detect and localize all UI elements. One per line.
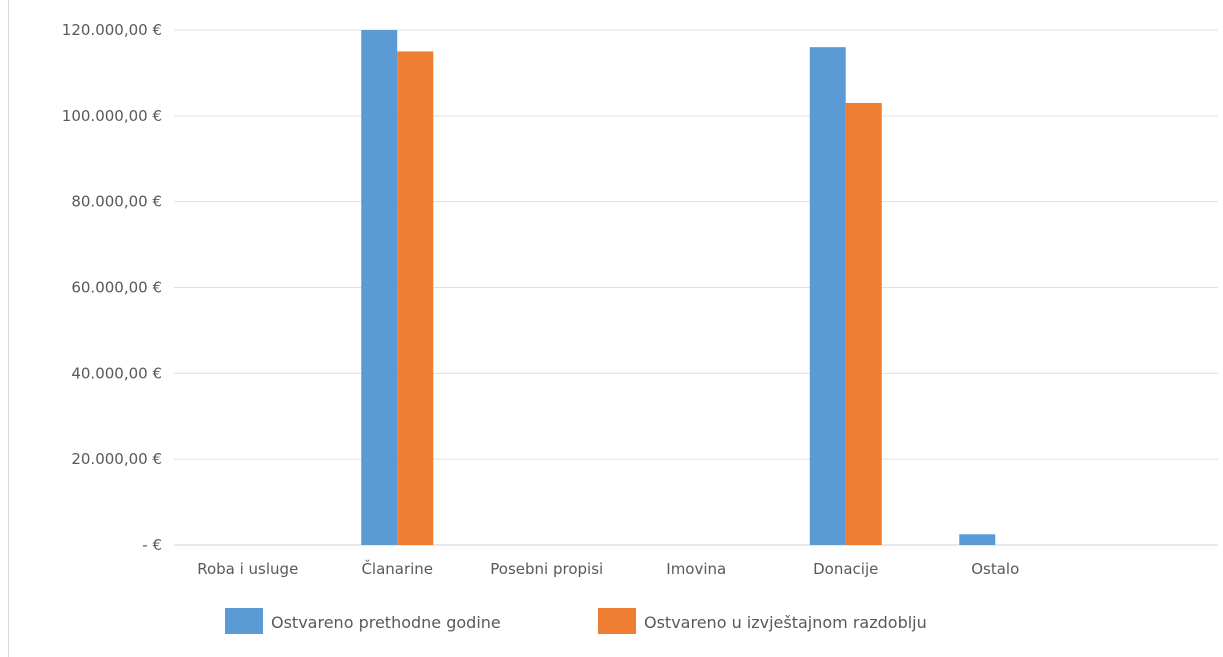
- y-axis-ticks: - € 20.000,00 € 40.000,00 € 60.000,00 € 80.0…: [62, 21, 162, 554]
- bar-reporting-period: [845, 102, 882, 545]
- x-tick-label: Donacije: [813, 560, 878, 578]
- bar-previous-year: [959, 534, 996, 545]
- x-tick-label: Ostalo: [971, 560, 1019, 578]
- x-axis-ticks: Roba i usluge Članarine Posebni propisi Imo…: [197, 559, 1019, 578]
- bar-previous-year: [361, 30, 398, 545]
- x-tick-label: Imovina: [666, 560, 726, 578]
- y-tick-label: 100.000,00 €: [62, 107, 162, 125]
- x-tick-label: Roba i usluge: [197, 560, 298, 578]
- bar-reporting-period: [397, 51, 434, 545]
- y-tick-label: 80.000,00 €: [71, 193, 162, 211]
- legend: Ostvareno prethodne godine Ostvareno u iz…: [225, 608, 927, 634]
- legend-swatch: [225, 608, 263, 634]
- chart-frame-edge: [8, 0, 9, 657]
- bar-previous-year: [809, 47, 846, 546]
- legend-swatch: [598, 608, 636, 634]
- x-tick-label: Članarine: [361, 559, 433, 578]
- legend-label: Ostvareno u izvještajnom razdoblju: [644, 613, 927, 632]
- y-tick-label: - €: [142, 536, 162, 554]
- legend-label: Ostvareno prethodne godine: [271, 613, 501, 632]
- gridlines: [174, 29, 1218, 546]
- y-tick-label: 40.000,00 €: [71, 364, 162, 382]
- y-tick-label: 60.000,00 €: [71, 279, 162, 297]
- y-tick-label: 120.000,00 €: [62, 21, 162, 39]
- bars: [361, 30, 996, 546]
- y-tick-label: 20.000,00 €: [71, 450, 162, 468]
- x-tick-label: Posebni propisi: [490, 560, 603, 578]
